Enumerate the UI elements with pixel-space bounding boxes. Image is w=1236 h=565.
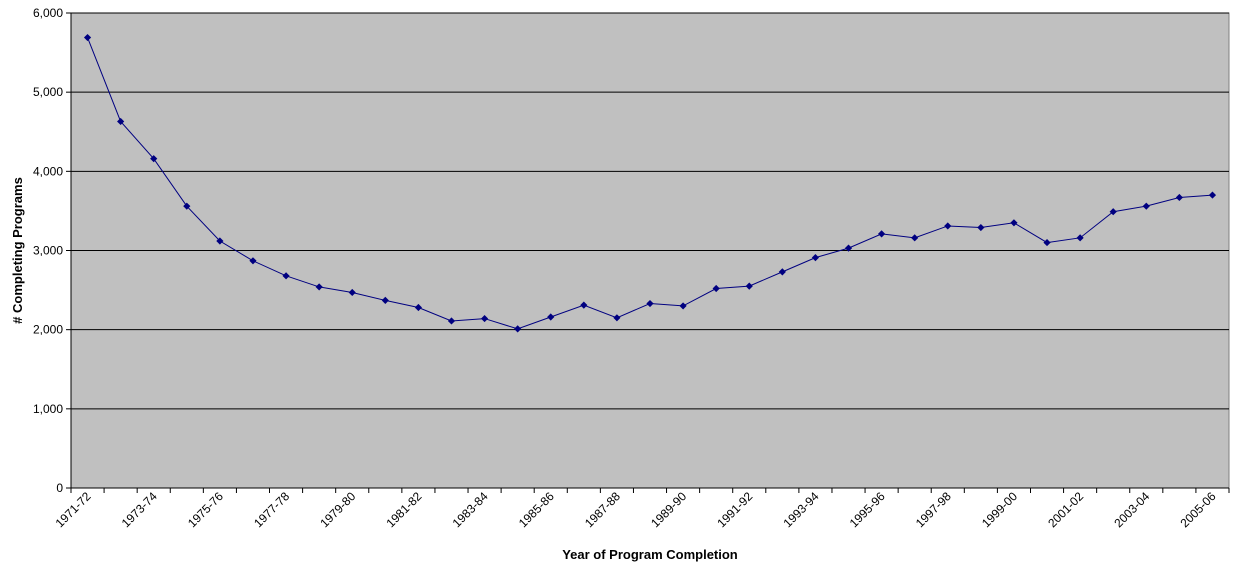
data-point [844,244,853,252]
data-point [778,268,786,276]
y-tick-label: 5,000 [33,85,63,99]
x-tick-label: 2001-02 [1045,489,1086,530]
data-point [480,314,489,323]
x-tick-label: 1983-84 [450,489,491,530]
data-point [679,302,687,310]
x-tick-label: 2003-04 [1111,489,1152,530]
x-tick-label: 1997-98 [913,489,954,530]
x-tick-label: 1973-74 [119,489,160,530]
x-tick-label: 1987-88 [582,489,623,530]
x-tick-label: 1999-00 [979,489,1020,530]
y-tick-label: 4,000 [33,164,63,178]
x-tick-label: 1989-90 [648,489,689,530]
data-point [150,155,158,163]
data-point [1175,193,1183,202]
data-point [1010,219,1018,227]
x-tick-label: 1995-96 [847,489,888,530]
data-point [1208,191,1217,199]
x-axis-title: Year of Program Completion [562,547,738,562]
data-point [381,296,389,304]
y-tick-label: 6,000 [33,6,63,20]
gridlines [71,12,1229,410]
data-point [613,314,621,322]
data-point [646,299,654,308]
x-tick-label: 1985-86 [516,489,557,530]
data-point [249,257,257,265]
y-tick-labels: 0 1,000 2,000 3,000 4,000 5,000 6,000 [33,6,63,495]
x-tick-label: 1979-80 [317,489,358,530]
data-point [977,223,985,232]
data-point [83,33,92,42]
y-tick-label: 2,000 [33,323,63,337]
x-tick-label: 1977-78 [251,489,292,530]
data-point [216,237,224,245]
data-point [117,117,125,126]
data-point [1142,202,1150,210]
data-point [580,301,588,309]
data-point [811,254,820,262]
x-tick-label: 1971-72 [53,489,94,530]
data-point [1043,238,1051,247]
data-point [745,282,753,290]
data-point [414,303,422,312]
y-tick-label: 0 [56,481,63,495]
data-point [911,234,919,242]
x-tick-label: 1975-76 [185,489,226,530]
y-tick-label: 1,000 [33,402,63,416]
data-point [282,272,290,280]
axes [66,12,1230,493]
data-point [1109,208,1117,216]
y-tick-label: 3,000 [33,244,63,258]
data-point [547,313,555,321]
data-point [315,283,323,291]
data-point [348,288,356,297]
data-point [183,202,191,210]
x-tick-label: 2005-06 [1178,489,1219,530]
x-tick-label: 1991-92 [714,489,755,530]
x-tick-label: 1981-82 [383,489,424,530]
data-point [712,284,720,293]
x-tick-labels: 1971-72 1973-74 1975-76 1977-78 1979-80 1981-… [53,489,1219,530]
data-point [514,325,522,333]
series [83,33,1217,333]
data-point [447,317,456,325]
data-point [944,222,952,230]
y-axis-title: # Completing Programs [10,177,25,324]
x-tick-label: 1993-94 [781,489,822,530]
data-point [878,230,886,238]
data-point [1076,234,1084,242]
